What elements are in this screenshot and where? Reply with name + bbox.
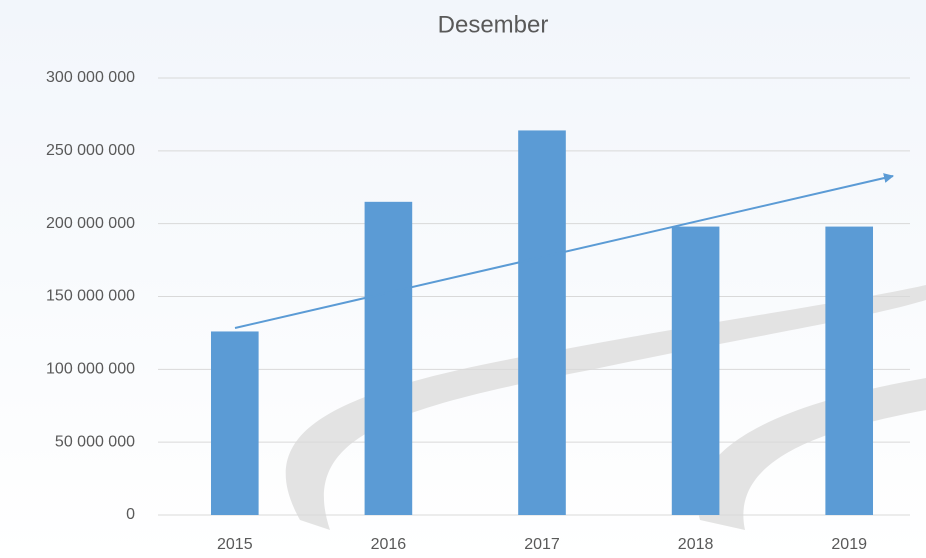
background xyxy=(0,0,926,558)
y-tick-label: 150 000 000 xyxy=(46,288,135,305)
chart-title: Desember xyxy=(438,11,549,38)
y-tick-label: 200 000 000 xyxy=(46,215,135,232)
y-tick-label: 50 000 000 xyxy=(55,433,135,450)
y-tick-label: 100 000 000 xyxy=(46,361,135,378)
page: {"chart_data": {"type": "bar", "title": … xyxy=(0,0,926,558)
bar xyxy=(518,130,566,515)
x-tick-label: 2019 xyxy=(831,536,867,553)
y-tick-label: 0 xyxy=(126,506,135,523)
y-tick-label: 300 000 000 xyxy=(46,69,135,86)
y-tick-label: 250 000 000 xyxy=(46,142,135,159)
x-tick-label: 2017 xyxy=(524,536,560,553)
chart: Desember 0 50 000 000 100 000 000 150 000 0… xyxy=(0,0,926,558)
bar xyxy=(825,227,873,515)
bar xyxy=(672,227,720,515)
x-tick-label: 2015 xyxy=(217,536,253,553)
bar xyxy=(365,202,413,515)
bar xyxy=(211,331,259,515)
x-tick-label: 2016 xyxy=(371,536,407,553)
x-tick-label: 2018 xyxy=(678,536,714,553)
